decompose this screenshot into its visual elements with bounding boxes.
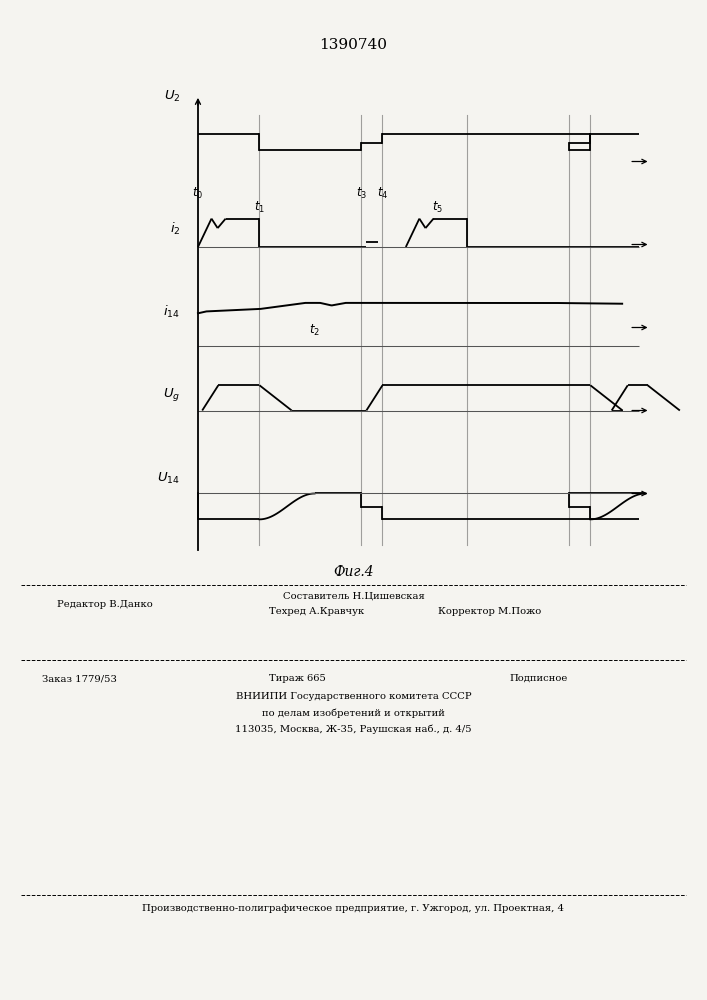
- Text: $U_2$: $U_2$: [164, 89, 180, 104]
- Text: 113035, Москва, Ж-35, Раушская наб., д. 4/5: 113035, Москва, Ж-35, Раушская наб., д. …: [235, 724, 472, 734]
- Text: $U_g$: $U_g$: [163, 386, 180, 403]
- Text: $t_1$: $t_1$: [254, 200, 265, 215]
- Text: $t_3$: $t_3$: [356, 186, 367, 202]
- Text: $i_{14}$: $i_{14}$: [163, 304, 180, 320]
- Text: Подписное: Подписное: [509, 674, 568, 683]
- Text: $t_2$: $t_2$: [309, 323, 320, 338]
- Text: Редактор В.Данко: Редактор В.Данко: [57, 600, 152, 609]
- Text: ВНИИПИ Государственного комитета СССР: ВНИИПИ Государственного комитета СССР: [235, 692, 472, 701]
- Text: Производственно-полиграфическое предприятие, г. Ужгород, ул. Проектная, 4: Производственно-полиграфическое предприя…: [143, 904, 564, 913]
- Text: Заказ 1779/53: Заказ 1779/53: [42, 674, 117, 683]
- Text: Фиг.4: Фиг.4: [333, 565, 374, 579]
- Text: 1390740: 1390740: [320, 38, 387, 52]
- Text: Составитель Н.Цишевская: Составитель Н.Цишевская: [283, 592, 424, 601]
- Text: Техред А.Кравчук: Техред А.Кравчук: [269, 607, 364, 616]
- Text: $t_0$: $t_0$: [192, 186, 204, 202]
- Text: $t_5$: $t_5$: [432, 200, 443, 215]
- Text: по делам изобретений и открытий: по делам изобретений и открытий: [262, 708, 445, 718]
- Text: Тираж 665: Тираж 665: [269, 674, 325, 683]
- Text: Корректор М.Пожо: Корректор М.Пожо: [438, 607, 542, 616]
- Text: $t_4$: $t_4$: [377, 186, 388, 202]
- Text: $U_{14}$: $U_{14}$: [158, 471, 180, 486]
- Text: $i_2$: $i_2$: [170, 221, 180, 237]
